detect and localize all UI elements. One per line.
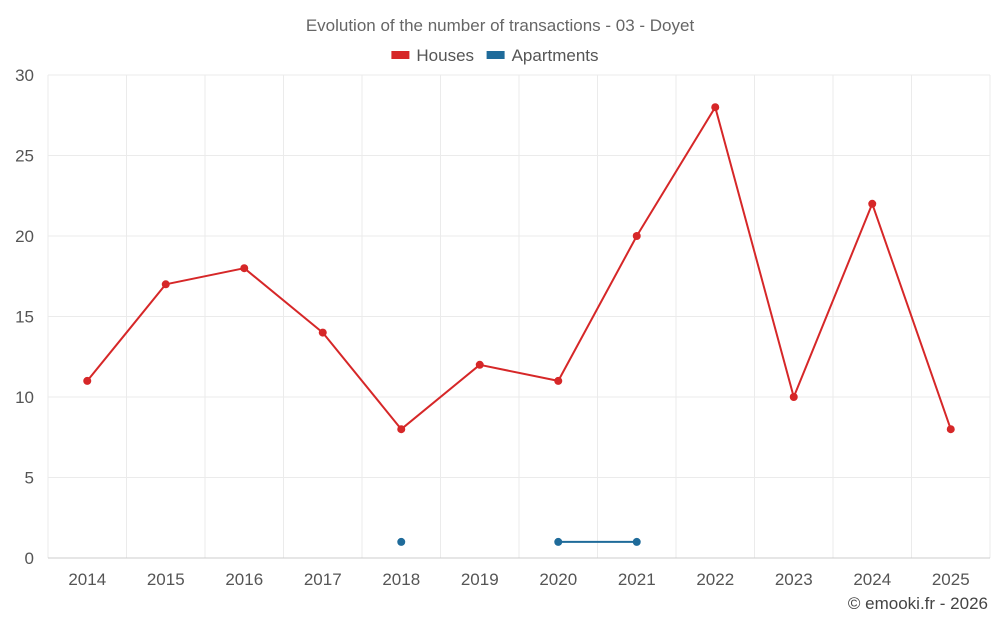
credit-text: © emooki.fr - 2026 xyxy=(848,594,988,613)
series-apartments xyxy=(397,537,641,546)
x-tick-label: 2022 xyxy=(696,570,734,589)
legend-item-houses[interactable]: Houses xyxy=(391,46,474,65)
y-tick-label: 10 xyxy=(15,388,34,407)
chart-title: Evolution of the number of transactions … xyxy=(306,16,695,35)
x-tick-label: 2024 xyxy=(853,570,891,589)
y-tick-label: 25 xyxy=(15,147,34,166)
x-tick-label: 2016 xyxy=(225,570,263,589)
data-point-houses[interactable] xyxy=(632,232,641,240)
grid xyxy=(47,74,991,559)
y-tick-label: 15 xyxy=(15,308,34,327)
series-layer xyxy=(83,103,955,546)
x-tick-label: 2025 xyxy=(932,570,970,589)
data-point-houses[interactable] xyxy=(711,103,720,112)
y-axis: 0 5 10 15 20 25 30 xyxy=(15,66,34,568)
data-point-houses[interactable] xyxy=(946,425,955,434)
legend-swatch xyxy=(391,51,410,59)
data-point-apartments[interactable] xyxy=(397,537,406,546)
x-axis: 2014 2015 2016 2017 2018 2019 2020 2021 2022 2023… xyxy=(68,570,969,589)
legend: Houses Apartments xyxy=(391,46,599,65)
y-tick-label: 20 xyxy=(15,227,34,246)
y-tick-label: 0 xyxy=(25,549,34,568)
data-point-houses[interactable] xyxy=(83,376,92,385)
y-tick-label: 30 xyxy=(15,66,34,85)
x-tick-label: 2014 xyxy=(68,570,106,589)
data-point-houses[interactable] xyxy=(318,328,327,337)
data-point-houses[interactable] xyxy=(240,264,249,273)
data-point-apartments[interactable] xyxy=(554,537,563,546)
data-point-houses[interactable] xyxy=(789,393,798,401)
x-tick-label: 2019 xyxy=(461,570,499,589)
data-point-houses[interactable] xyxy=(161,280,170,289)
legend-label: Houses xyxy=(416,46,474,65)
legend-item-apartments[interactable]: Apartments xyxy=(486,46,599,65)
data-point-houses[interactable] xyxy=(397,425,406,434)
x-tick-label: 2018 xyxy=(382,570,420,589)
y-tick-label: 5 xyxy=(25,469,34,488)
data-point-apartments[interactable] xyxy=(632,537,641,546)
data-point-houses[interactable] xyxy=(554,376,563,385)
legend-swatch xyxy=(486,51,505,59)
series-houses xyxy=(83,103,955,434)
legend-label: Apartments xyxy=(512,46,599,65)
data-point-houses[interactable] xyxy=(475,360,484,369)
data-point-houses[interactable] xyxy=(868,199,877,208)
series-line-houses xyxy=(86,106,952,431)
x-tick-label: 2021 xyxy=(618,570,656,589)
x-tick-label: 2020 xyxy=(539,570,577,589)
x-tick-label: 2017 xyxy=(304,570,342,589)
x-tick-label: 2015 xyxy=(147,570,185,589)
x-tick-label: 2023 xyxy=(775,570,813,589)
